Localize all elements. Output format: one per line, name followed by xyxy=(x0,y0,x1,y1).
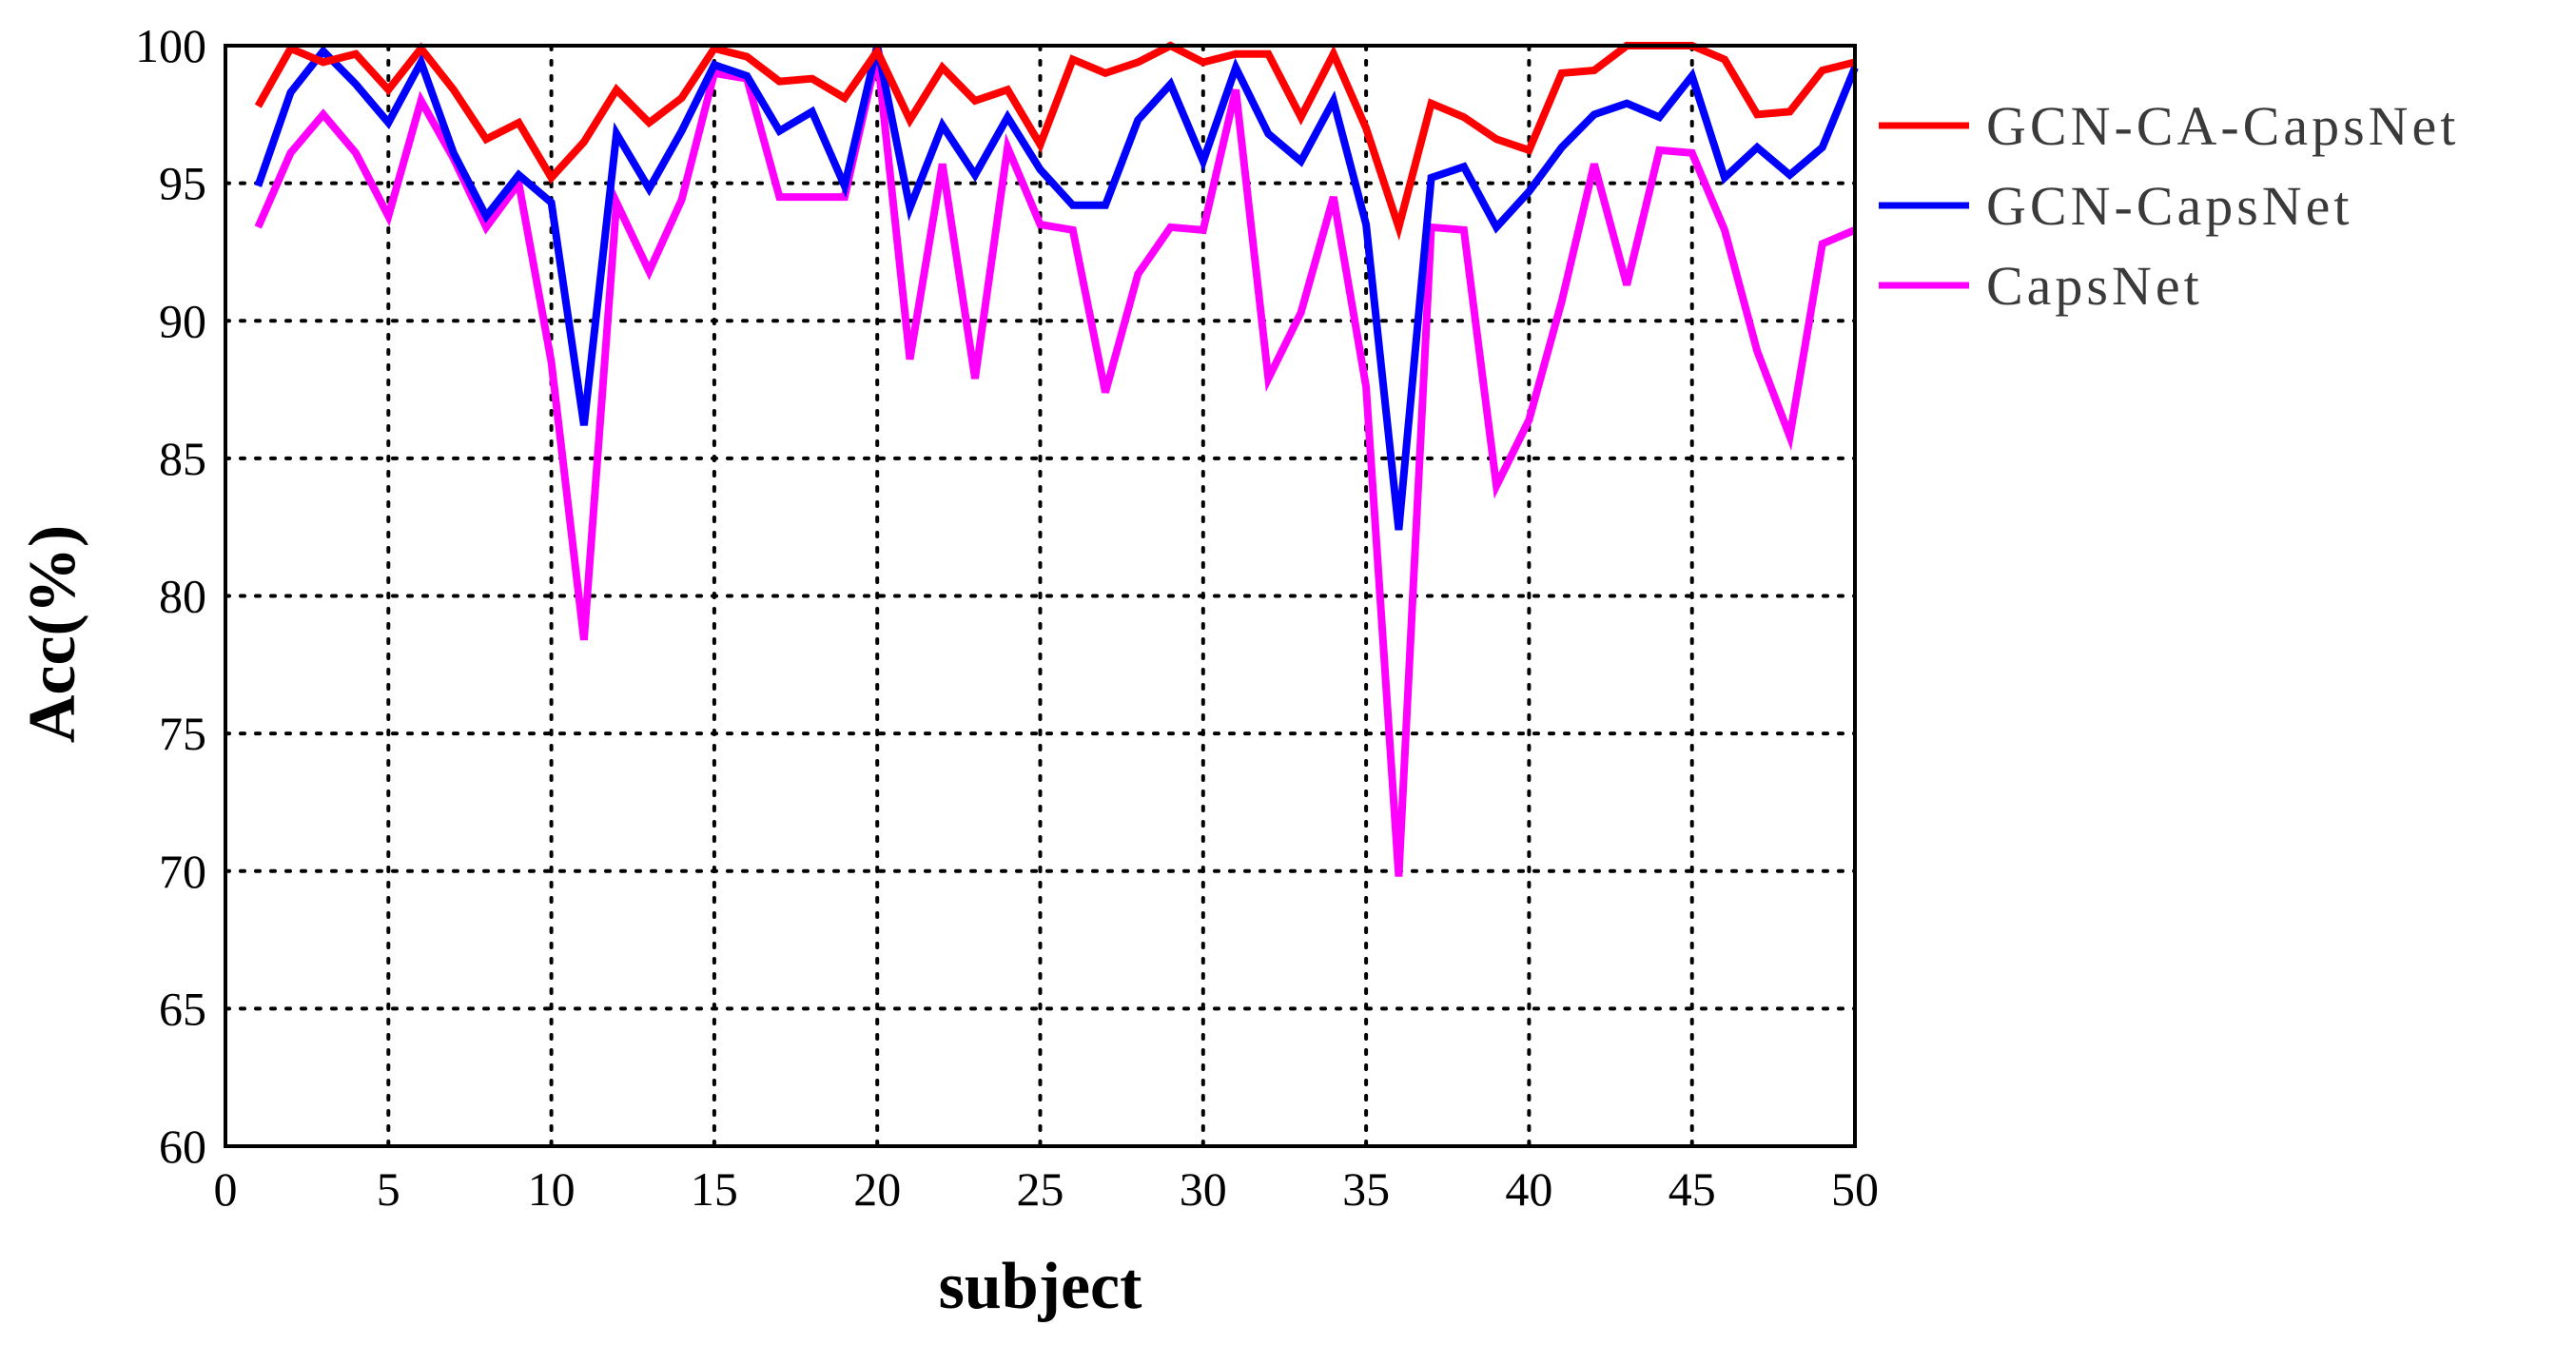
x-tick-label: 35 xyxy=(1342,1162,1390,1216)
plot-frame xyxy=(224,44,1857,1148)
y-tick-label: 65 xyxy=(159,982,206,1035)
y-tick-label: 95 xyxy=(159,157,206,210)
series-line-gcn-ca-capsnet xyxy=(254,41,1856,241)
x-tick-label: 45 xyxy=(1669,1162,1716,1216)
x-tick-label: 30 xyxy=(1180,1162,1227,1216)
x-tick-label: 40 xyxy=(1505,1162,1552,1216)
x-tick-label: 10 xyxy=(528,1162,576,1216)
y-axis-title: Acc(%) xyxy=(16,525,89,743)
y-tick-label: 100 xyxy=(135,19,206,72)
y-tick-label: 75 xyxy=(159,707,206,760)
x-tick-label: 20 xyxy=(853,1162,901,1216)
y-tick-label: 80 xyxy=(159,570,206,623)
series-line-gcn-capsnet xyxy=(254,45,1859,531)
x-tick-label: 0 xyxy=(214,1162,238,1216)
series-lines xyxy=(254,41,1859,877)
y-tick-labels: 60 65 70 75 80 85 90 95 100 xyxy=(135,19,206,1173)
y-tick-label: 60 xyxy=(159,1120,206,1173)
x-tick-label: 50 xyxy=(1831,1162,1879,1216)
legend: GCN-CA-CapsNet GCN-CapsNet CapsNet xyxy=(1879,95,2459,317)
x-axis-title: subject xyxy=(939,1250,1142,1323)
x-tick-label: 15 xyxy=(691,1162,738,1216)
x-tick-label: 5 xyxy=(377,1162,400,1216)
x-tick-labels: 0 5 10 15 20 25 30 35 40 45 50 xyxy=(214,1162,1880,1216)
legend-label: GCN-CA-CapsNet xyxy=(1986,95,2459,157)
y-tick-label: 90 xyxy=(159,294,206,347)
legend-label: GCN-CapsNet xyxy=(1986,175,2353,237)
series-line-capsnet xyxy=(254,52,1857,877)
y-tick-label: 70 xyxy=(159,845,206,898)
y-tick-label: 85 xyxy=(159,432,206,485)
x-tick-label: 25 xyxy=(1017,1162,1064,1216)
legend-label: CapsNet xyxy=(1986,255,2203,317)
